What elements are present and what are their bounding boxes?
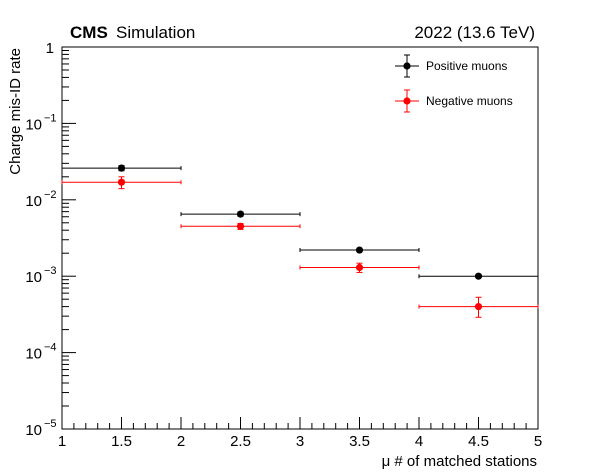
legend-marker xyxy=(403,97,411,105)
x-tick-label: 5 xyxy=(534,433,542,450)
x-axis: 1 1.5 2 2.5 3 3.5 4 4.5 5 xyxy=(58,417,542,450)
x-tick-label: 2 xyxy=(177,433,185,450)
data-point xyxy=(474,272,483,280)
data-point xyxy=(236,222,245,230)
series-layer xyxy=(61,164,539,318)
data-point xyxy=(355,246,364,254)
data-point xyxy=(474,303,483,311)
experiment-sublabel: Simulation xyxy=(116,23,195,42)
y-tick-label: 10 xyxy=(25,422,42,439)
y-axis: 10 −510 −410 −310 −210 −11 xyxy=(25,40,76,439)
x-tick-label: 4.5 xyxy=(468,433,489,450)
x-tick-label: 2.5 xyxy=(230,433,251,450)
x-tick-label: 3 xyxy=(296,433,304,450)
y-tick-label: 10 xyxy=(25,116,42,133)
legend: Positive muons Negative muons xyxy=(395,54,513,113)
y-tick-exponent: −3 xyxy=(44,265,57,277)
data-point xyxy=(117,164,126,172)
y-tick-exponent: −2 xyxy=(44,189,57,201)
legend-label: Negative muons xyxy=(426,94,513,108)
legend-entry: Positive muons xyxy=(395,54,507,78)
data-point xyxy=(117,178,126,186)
legend-marker xyxy=(403,62,411,70)
y-tick-exponent: −5 xyxy=(44,418,57,430)
data-point xyxy=(355,263,364,272)
legend-entry: Negative muons xyxy=(395,89,513,113)
x-tick-label: 1 xyxy=(58,433,66,450)
y-tick-label: 10 xyxy=(25,346,42,363)
energy-label: 2022 (13.6 TeV) xyxy=(414,23,535,42)
y-tick-exponent: −1 xyxy=(44,112,57,124)
y-tick-exponent: −4 xyxy=(44,342,57,354)
y-tick-label: 1 xyxy=(46,40,54,57)
y-axis-title: Charge mis-ID rate xyxy=(7,48,24,175)
data-point xyxy=(236,210,245,218)
series-positive-muons xyxy=(61,164,539,280)
x-axis-title: μ # of matched stations xyxy=(382,453,537,470)
series-negative-muons xyxy=(61,176,539,318)
legend-label: Positive muons xyxy=(426,59,507,73)
experiment-label: CMS xyxy=(70,23,108,42)
x-tick-label: 4 xyxy=(415,433,423,450)
y-tick-label: 10 xyxy=(25,269,42,286)
y-tick-label: 10 xyxy=(25,193,42,210)
x-tick-label: 1.5 xyxy=(111,433,132,450)
x-tick-label: 3.5 xyxy=(349,433,370,450)
